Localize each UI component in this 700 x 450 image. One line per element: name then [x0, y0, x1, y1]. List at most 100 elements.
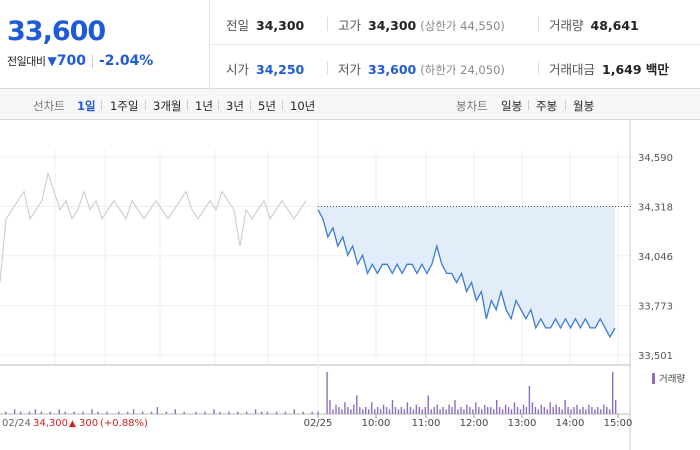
- volume-bar: [374, 409, 376, 414]
- volume-bar: [576, 404, 578, 414]
- volume-bar: [341, 409, 343, 414]
- volume-bar: [58, 409, 60, 414]
- volume-bar: [570, 409, 572, 414]
- stat-value: 48,641: [590, 18, 639, 33]
- volume-bar: [347, 407, 349, 414]
- volume-bar: [493, 409, 495, 414]
- volume-bar: [132, 409, 135, 414]
- stat-value: 1,649 백만: [602, 62, 669, 77]
- divider: [187, 100, 188, 110]
- volume-bar: [549, 402, 551, 414]
- x-tick-label: 11:00: [412, 418, 441, 429]
- volume-bar: [540, 404, 542, 414]
- stat-open: 시가 34,250: [226, 59, 304, 78]
- period-10y[interactable]: 10년: [290, 99, 316, 113]
- period-1w[interactable]: 1주일: [110, 99, 139, 113]
- volume-bar: [379, 409, 382, 414]
- volume-bar: [585, 409, 587, 414]
- volume-bar: [460, 407, 462, 414]
- volume-bar: [406, 402, 409, 414]
- volume-bar: [365, 407, 367, 414]
- divider: [282, 100, 283, 110]
- volume-bar: [326, 372, 328, 414]
- period-1y[interactable]: 1년: [195, 99, 213, 113]
- volume-bar: [34, 409, 37, 414]
- candle-monthly[interactable]: 월봉: [573, 99, 595, 113]
- volume-bar: [424, 407, 426, 414]
- volume-bar: [73, 411, 75, 414]
- volume-bar: [504, 404, 507, 414]
- stat-low: 저가 33,600 (하한가 24,050): [338, 59, 505, 78]
- volume-bar: [368, 409, 370, 414]
- volume-bar: [97, 411, 99, 414]
- lower-limit: (하한가 24,050): [420, 63, 505, 77]
- volume-bar: [353, 404, 355, 414]
- candle-weekly[interactable]: 주봉: [536, 99, 558, 113]
- volume-bar: [19, 411, 22, 414]
- volume-bar: [564, 400, 566, 414]
- x-tick-label: 10:00: [362, 418, 391, 429]
- volume-bar: [275, 411, 278, 414]
- change-percent: -2.04%: [98, 53, 154, 69]
- volume-bar: [284, 411, 287, 414]
- volume-bar: [382, 404, 385, 414]
- upper-limit: (상한가 44,550): [420, 19, 505, 33]
- period-1d[interactable]: 1일: [77, 99, 96, 113]
- period-3m[interactable]: 3개월: [153, 99, 182, 113]
- y-tick-label: 33,501: [638, 351, 673, 362]
- volume-bar: [579, 409, 581, 414]
- line-chart-label: 선차트: [33, 99, 65, 113]
- volume-bar: [522, 404, 525, 414]
- volume-bar: [150, 411, 153, 414]
- volume-bar: [487, 407, 489, 414]
- volume-bar: [457, 409, 459, 414]
- volume-bar: [127, 411, 129, 414]
- volume-bar: [5, 411, 7, 414]
- volume-bar: [403, 409, 406, 414]
- volume-bar: [106, 411, 108, 414]
- volume-bar: [439, 409, 441, 414]
- volume-bar: [376, 407, 379, 414]
- volume-bar: [228, 411, 230, 414]
- volume-bar: [501, 409, 504, 414]
- volume-bar: [448, 404, 450, 414]
- x-tick-label: 15:00: [604, 418, 633, 429]
- volume-bar: [246, 411, 248, 414]
- volume-bar: [534, 407, 537, 414]
- volume-bar: [609, 409, 611, 414]
- volume-bar: [219, 411, 221, 414]
- volume-bar: [317, 411, 319, 414]
- volume-bar: [600, 409, 602, 414]
- volume-bar: [183, 411, 185, 414]
- candle-daily[interactable]: 일봉: [501, 99, 523, 113]
- candle-chart-label: 봉차트: [456, 99, 488, 113]
- stat-label: 거래량: [549, 18, 584, 33]
- x-tick-label: 14:00: [556, 418, 585, 429]
- divider: [250, 100, 251, 110]
- prev-day-series-line: [0, 171, 307, 283]
- stat-value: 34,250: [256, 62, 305, 77]
- volume-bar: [436, 404, 438, 414]
- period-3y[interactable]: 3년: [226, 99, 244, 113]
- volume-bar: [490, 407, 492, 414]
- price-block: 33,600 전일대비 ▼ 700 -2.04%: [0, 0, 210, 89]
- volume-bar: [311, 411, 313, 414]
- today-area-fill: [318, 206, 615, 337]
- volume-bar: [394, 407, 397, 414]
- change-amount: 700: [56, 53, 86, 69]
- volume-bar: [13, 409, 16, 414]
- stat-prev-close: 전일 34,300: [226, 15, 304, 34]
- volume-bar: [555, 404, 557, 414]
- period-5y[interactable]: 5년: [258, 99, 276, 113]
- stat-amount: 거래대금 1,649 백만: [549, 59, 669, 78]
- x-tick-label: 13:00: [508, 418, 537, 429]
- volume-bar: [335, 404, 337, 414]
- x-tick-label: 02/25: [304, 418, 333, 429]
- volume-bar: [49, 411, 51, 414]
- volume-bar: [561, 409, 563, 414]
- stat-label: 시가: [226, 62, 250, 77]
- volume-bar: [510, 409, 513, 414]
- y-tick-label: 33,773: [638, 302, 673, 313]
- volume-bar: [454, 400, 456, 414]
- volume-bar: [388, 409, 391, 414]
